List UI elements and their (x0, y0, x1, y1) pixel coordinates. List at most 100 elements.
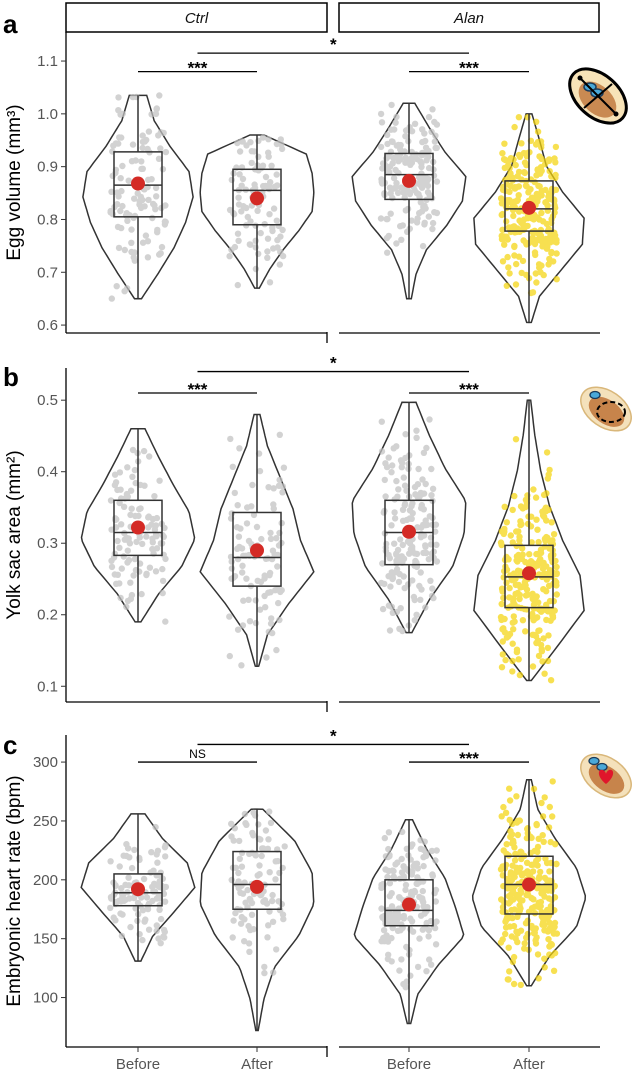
data-point (144, 905, 152, 913)
data-point (162, 202, 169, 209)
data-point (541, 543, 549, 550)
data-point (432, 886, 440, 894)
data-point (543, 563, 550, 570)
data-point (271, 551, 278, 558)
data-point (400, 875, 408, 882)
data-point (240, 597, 247, 604)
data-point (541, 670, 548, 677)
data-point (273, 535, 280, 542)
data-point (264, 254, 271, 261)
data-point (428, 550, 435, 557)
data-point (539, 658, 546, 665)
data-point (157, 145, 164, 152)
data-point (515, 581, 522, 589)
data-point (124, 464, 131, 471)
sig-label: NS (189, 747, 206, 761)
data-point (226, 613, 233, 620)
data-point (266, 869, 273, 876)
data-point (107, 904, 114, 912)
data-point (125, 882, 133, 889)
data-point (241, 810, 249, 818)
data-point (420, 532, 428, 539)
data-point (506, 923, 514, 930)
data-point (149, 200, 157, 208)
data-point (152, 823, 159, 831)
data-point (142, 916, 149, 923)
data-point (266, 185, 273, 193)
data-point (553, 250, 560, 257)
y-axis-label-c: Embryonic heart rate (bpm) (4, 775, 25, 1006)
data-point (518, 269, 525, 277)
mean-dot (522, 877, 536, 892)
data-point (533, 118, 540, 126)
data-point (509, 539, 516, 546)
data-point (402, 984, 409, 991)
data-point (278, 145, 286, 153)
data-point (549, 612, 557, 620)
data-point (117, 175, 124, 182)
data-point (538, 648, 546, 655)
data-point (153, 105, 160, 113)
data-point (141, 482, 148, 489)
data-point (273, 946, 280, 953)
data-point (146, 564, 154, 571)
data-point (416, 582, 423, 590)
data-point (161, 898, 169, 905)
data-point (236, 837, 243, 845)
data-point (127, 923, 134, 931)
data-point (546, 597, 554, 605)
data-point (263, 654, 270, 661)
data-point (110, 914, 117, 921)
data-point (132, 157, 139, 164)
data-point (531, 240, 539, 248)
data-point (392, 119, 399, 126)
data-point (548, 249, 555, 257)
data-point (539, 243, 546, 250)
data-point (255, 821, 262, 828)
data-point (386, 893, 393, 900)
box-ctrl-after (232, 168, 282, 226)
data-point (384, 140, 391, 148)
data-point (262, 555, 270, 562)
data-point (533, 516, 540, 523)
data-point (281, 843, 288, 850)
data-point (113, 283, 120, 290)
data-point (406, 189, 413, 196)
data-point (538, 167, 545, 175)
data-point (410, 862, 417, 870)
data-point (530, 785, 538, 793)
data-point (533, 172, 540, 179)
data-point (518, 855, 525, 863)
data-point (516, 537, 523, 544)
data-point (432, 132, 439, 139)
data-point (250, 926, 257, 933)
data-point (387, 126, 395, 133)
data-point (501, 503, 508, 510)
data-point (395, 169, 402, 177)
data-point (516, 817, 523, 824)
data-point (542, 186, 549, 194)
data-point (397, 457, 405, 464)
panel-c: c Embryonic heart rate (bpm) 100 150 200 250 3… (3, 726, 600, 1057)
data-point (539, 218, 547, 225)
data-point (157, 250, 164, 257)
data-point (394, 859, 401, 866)
data-point (503, 218, 510, 225)
data-point (528, 539, 535, 546)
data-point (550, 531, 558, 538)
data-point (116, 580, 123, 587)
data-point (265, 589, 272, 596)
data-point (546, 168, 553, 175)
data-point (538, 262, 545, 269)
data-point (425, 556, 432, 563)
data-point (259, 845, 266, 852)
group-alan-before (353, 819, 465, 1025)
data-point (231, 243, 239, 251)
data-point (429, 219, 437, 227)
data-point (386, 627, 394, 634)
data-point (397, 536, 404, 543)
data-point (430, 594, 437, 602)
data-point (537, 898, 545, 906)
data-point (515, 192, 522, 199)
